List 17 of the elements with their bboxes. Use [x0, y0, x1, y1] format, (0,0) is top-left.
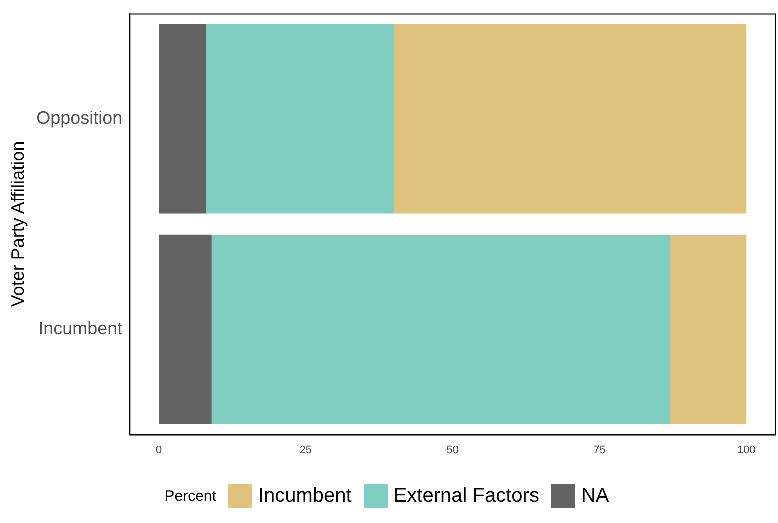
bar — [394, 24, 747, 214]
legend-label: Incumbent — [258, 484, 352, 508]
legend-label: External Factors — [394, 484, 540, 508]
x-tick-label: 50 — [446, 444, 459, 456]
bar — [212, 234, 670, 424]
x-tick-label: 25 — [300, 444, 312, 456]
legend-title: Percent — [164, 488, 216, 504]
bar — [159, 24, 206, 214]
x-tick-label: 0 — [156, 444, 162, 456]
bar — [206, 24, 394, 214]
y-tick-label: Opposition — [36, 108, 123, 128]
y-axis-title: Voter Party Affiliation — [8, 141, 28, 308]
legend-label: NA — [581, 484, 610, 508]
bar — [159, 234, 212, 424]
x-tick-label: 100 — [737, 444, 756, 456]
bar — [670, 234, 747, 424]
x-tick-label: 75 — [594, 444, 606, 456]
